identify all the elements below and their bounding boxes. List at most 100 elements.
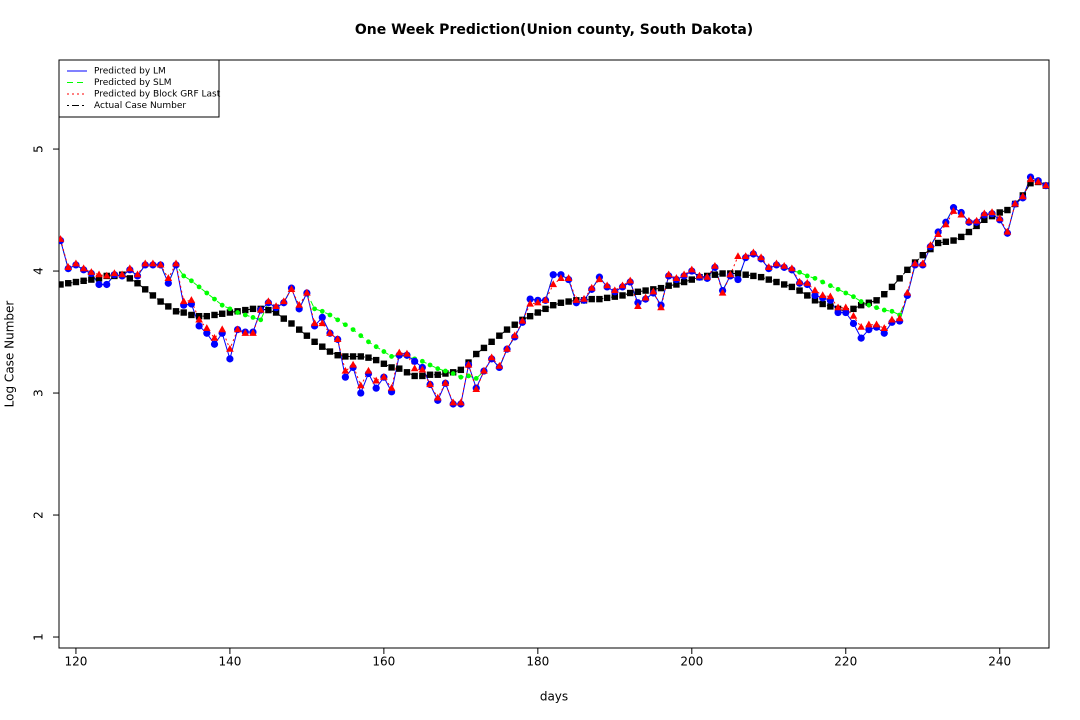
point	[480, 344, 488, 352]
point	[65, 280, 72, 287]
point	[187, 296, 196, 303]
point	[326, 348, 334, 355]
point	[1019, 192, 1027, 200]
point	[895, 314, 904, 322]
point	[380, 360, 388, 367]
point	[318, 319, 327, 327]
point	[419, 358, 425, 364]
point	[172, 308, 180, 315]
point	[811, 297, 819, 304]
point	[788, 283, 796, 291]
point	[172, 259, 180, 267]
chart-title: One Week Prediction(Union county, South …	[355, 22, 753, 38]
point	[695, 271, 704, 279]
point	[926, 241, 935, 249]
point	[680, 278, 688, 286]
point	[287, 285, 296, 292]
point	[218, 325, 227, 333]
point	[427, 362, 433, 368]
point	[388, 364, 395, 371]
point	[426, 380, 434, 388]
point	[757, 253, 765, 261]
point	[149, 259, 157, 267]
point	[965, 216, 973, 224]
point	[372, 376, 380, 384]
point	[851, 294, 856, 300]
point	[457, 366, 465, 374]
point	[634, 288, 642, 295]
point	[881, 307, 887, 313]
point	[235, 310, 241, 315]
point	[473, 350, 480, 358]
point	[797, 269, 802, 275]
point	[874, 305, 879, 311]
point	[673, 281, 680, 288]
point	[803, 279, 812, 286]
point	[835, 286, 841, 292]
point	[957, 210, 966, 218]
point	[133, 270, 142, 278]
point	[381, 349, 387, 354]
point	[687, 265, 696, 273]
point	[357, 353, 364, 360]
point	[312, 306, 317, 312]
point	[210, 333, 219, 341]
point	[773, 278, 780, 286]
point	[403, 369, 411, 376]
point	[434, 371, 441, 378]
point	[472, 385, 481, 392]
x-tick-label: 140	[218, 655, 241, 669]
point	[264, 297, 273, 305]
point	[204, 290, 210, 296]
point	[672, 274, 681, 281]
point	[441, 379, 450, 386]
point	[711, 261, 719, 269]
point	[534, 298, 542, 306]
point	[872, 320, 881, 328]
point	[958, 233, 965, 241]
point	[195, 322, 203, 330]
point	[812, 275, 818, 281]
point	[59, 281, 64, 288]
point	[503, 326, 511, 333]
point	[219, 310, 226, 317]
point	[811, 286, 819, 294]
x-tick-label: 220	[834, 655, 857, 669]
point	[1026, 175, 1035, 183]
point	[526, 299, 534, 307]
point	[342, 353, 349, 360]
point	[981, 216, 988, 224]
point	[488, 338, 495, 346]
point	[334, 352, 341, 359]
y-tick-label: 4	[32, 267, 46, 275]
point	[473, 375, 479, 381]
point	[858, 299, 864, 304]
point	[618, 281, 627, 289]
point	[64, 263, 73, 270]
plot-frame	[58, 59, 1050, 649]
x-axis-label: days	[540, 690, 568, 704]
point	[164, 274, 173, 281]
point	[165, 303, 172, 310]
point	[203, 324, 211, 331]
point	[750, 272, 757, 280]
point	[356, 381, 365, 389]
point	[565, 298, 572, 305]
point	[433, 393, 442, 401]
point	[181, 273, 187, 279]
point	[580, 294, 588, 302]
point	[619, 292, 626, 299]
point	[249, 305, 257, 313]
point	[942, 238, 950, 245]
point	[641, 293, 650, 301]
point	[772, 259, 781, 267]
point	[587, 283, 596, 291]
point	[326, 329, 334, 336]
point	[373, 344, 379, 350]
point	[627, 289, 634, 297]
point	[380, 372, 388, 380]
point	[449, 398, 457, 406]
y-tick-label: 5	[32, 145, 46, 153]
point	[157, 298, 164, 305]
point	[319, 308, 325, 314]
